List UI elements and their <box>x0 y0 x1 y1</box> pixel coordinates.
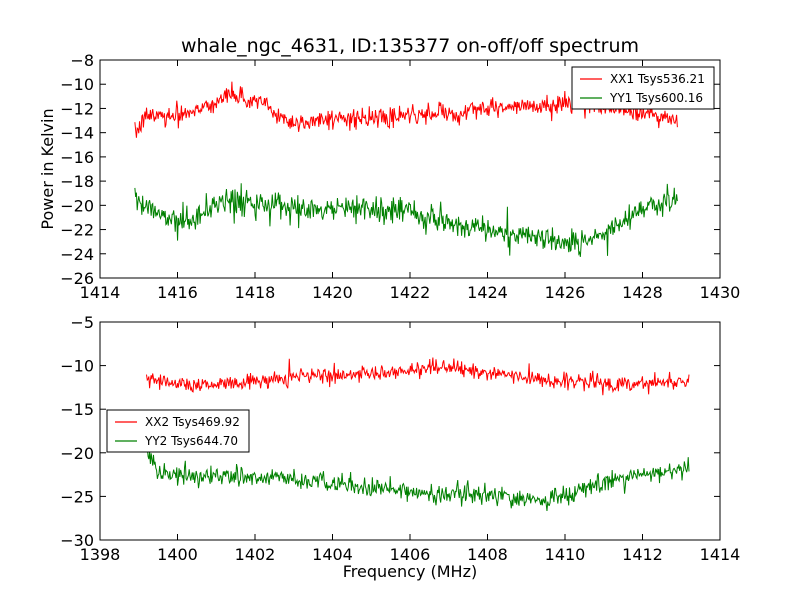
y-axis-label: Power in Kelvin <box>38 108 57 229</box>
x-tick-label: 1410 <box>545 545 586 564</box>
x-tick-label: 1404 <box>312 545 353 564</box>
x-tick-label: 1406 <box>390 545 431 564</box>
x-tick-label: 1414 <box>80 283 121 302</box>
x-tick-label: 1424 <box>467 283 508 302</box>
x-tick-label: 1400 <box>157 545 198 564</box>
legend-box <box>571 66 715 110</box>
x-tick-label: 1412 <box>622 545 663 564</box>
y-tick-label: −24 <box>60 245 94 264</box>
y-tick-label: −25 <box>60 487 94 506</box>
legend-label: YY1 Tsys600.16 <box>609 91 703 105</box>
series-line-2-1 <box>146 357 690 396</box>
y-tick-label: −10 <box>60 75 94 94</box>
x-axis-label: Frequency (MHz) <box>343 562 477 581</box>
x-tick-label: 1430 <box>700 283 741 302</box>
y-tick-label: −16 <box>60 148 94 167</box>
y-tick-label: −18 <box>60 172 94 191</box>
legend-label: XX1 Tsys536.21 <box>610 72 705 86</box>
y-tick-label: −10 <box>60 357 94 376</box>
x-tick-label: 1398 <box>80 545 121 564</box>
x-tick-label: 1416 <box>157 283 198 302</box>
x-tick-label: 1420 <box>312 283 353 302</box>
legend-box <box>106 409 250 453</box>
series-line-2-2 <box>146 446 690 511</box>
series-line-1-2 <box>134 183 678 257</box>
legend-label: XX2 Tsys469.92 <box>145 415 240 429</box>
x-tick-label: 1418 <box>235 283 276 302</box>
chart-panel-2: 1398 1400 1402 1404 1406 1408 1410 1412 1414 −30 −… <box>60 313 740 564</box>
y-tick-label: −30 <box>60 531 94 550</box>
x-tick-label: 1426 <box>545 283 586 302</box>
chart-panel-1: 1414 1416 1418 1420 1422 1424 1426 1428 1430 −26 −… <box>60 51 740 302</box>
y-tick-label: −8 <box>70 51 94 70</box>
y-tick-label: −15 <box>60 400 94 419</box>
chart-title: whale_ngc_4631, ID:135377 on-off/off spe… <box>181 35 639 57</box>
y-tick-label: −5 <box>70 313 94 332</box>
x-tick-label: 1408 <box>467 545 508 564</box>
legend-label: YY2 Tsys644.70 <box>144 434 238 448</box>
y-tick-label: −14 <box>60 124 94 143</box>
y-tick-label: −12 <box>60 99 94 118</box>
legend: XX2 Tsys469.92 YY2 Tsys644.70 <box>106 409 250 453</box>
y-tick-label: −20 <box>60 196 94 215</box>
legend: XX1 Tsys536.21 YY1 Tsys600.16 <box>571 66 715 110</box>
x-tick-label: 1402 <box>235 545 276 564</box>
x-tick-label: 1414 <box>700 545 741 564</box>
x-tick-label: 1428 <box>622 283 663 302</box>
x-tick-label: 1422 <box>390 283 431 302</box>
y-tick-label: −22 <box>60 221 94 240</box>
y-tick-label: −26 <box>60 269 94 288</box>
y-tick-label: −20 <box>60 444 94 463</box>
